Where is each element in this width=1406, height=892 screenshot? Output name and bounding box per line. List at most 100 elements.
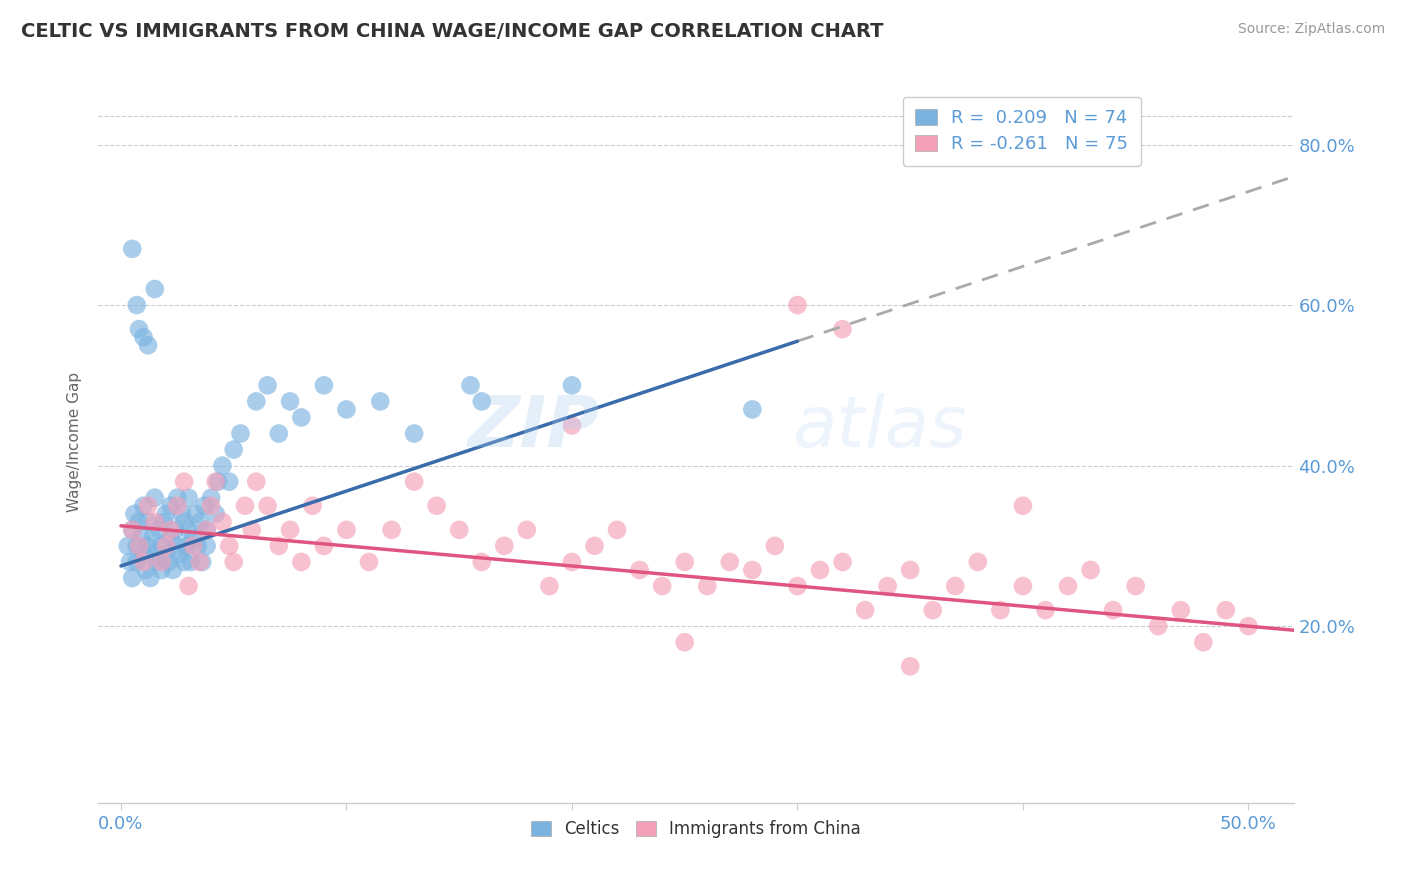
Point	[471, 394, 494, 409]
Point	[132, 499, 155, 513]
Point	[718, 555, 741, 569]
Point	[181, 531, 204, 545]
Point	[136, 338, 159, 352]
Point	[121, 523, 143, 537]
Point	[651, 579, 673, 593]
Point	[173, 555, 195, 569]
Point	[143, 282, 166, 296]
Point	[1012, 579, 1035, 593]
Point	[267, 539, 290, 553]
Point	[211, 515, 233, 529]
Point	[561, 378, 583, 392]
Point	[141, 531, 163, 545]
Point	[118, 555, 141, 569]
Point	[222, 555, 245, 569]
Point	[368, 394, 391, 409]
Point	[159, 523, 181, 537]
Point	[628, 563, 651, 577]
Point	[990, 603, 1012, 617]
Point	[218, 475, 240, 489]
Point	[229, 426, 252, 441]
Point	[135, 563, 157, 577]
Point	[143, 547, 166, 561]
Point	[312, 378, 335, 392]
Point	[786, 298, 808, 312]
Point	[166, 499, 188, 513]
Point	[195, 523, 218, 537]
Point	[1080, 563, 1102, 577]
Point	[335, 402, 357, 417]
Point	[128, 322, 150, 336]
Point	[301, 499, 323, 513]
Text: CELTIC VS IMMIGRANTS FROM CHINA WAGE/INCOME GAP CORRELATION CHART: CELTIC VS IMMIGRANTS FROM CHINA WAGE/INC…	[21, 22, 883, 41]
Point	[1012, 499, 1035, 513]
Point	[898, 659, 921, 673]
Point	[516, 523, 538, 537]
Point	[583, 539, 606, 553]
Point	[876, 579, 898, 593]
Point	[561, 555, 583, 569]
Point	[150, 539, 173, 553]
Point	[290, 410, 312, 425]
Point	[1125, 579, 1147, 593]
Point	[200, 491, 222, 505]
Point	[538, 579, 561, 593]
Point	[195, 539, 218, 553]
Point	[1035, 603, 1057, 617]
Point	[121, 523, 143, 537]
Point	[150, 555, 173, 569]
Point	[139, 571, 162, 585]
Point	[312, 539, 335, 553]
Point	[1170, 603, 1192, 617]
Point	[125, 539, 148, 553]
Point	[1237, 619, 1260, 633]
Point	[125, 555, 148, 569]
Point	[136, 515, 159, 529]
Y-axis label: Wage/Income Gap: Wage/Income Gap	[67, 371, 83, 512]
Point	[673, 635, 696, 649]
Point	[211, 458, 233, 473]
Point	[181, 539, 204, 553]
Point	[195, 523, 218, 537]
Point	[245, 475, 267, 489]
Point	[169, 547, 191, 561]
Point	[357, 555, 380, 569]
Point	[166, 539, 188, 553]
Point	[808, 563, 831, 577]
Point	[1192, 635, 1215, 649]
Point	[561, 418, 583, 433]
Point	[460, 378, 482, 392]
Point	[132, 547, 155, 561]
Text: ZIP: ZIP	[468, 392, 600, 461]
Point	[159, 531, 181, 545]
Point	[1057, 579, 1080, 593]
Point	[128, 515, 150, 529]
Point	[121, 242, 143, 256]
Point	[335, 523, 357, 537]
Point	[200, 499, 222, 513]
Point	[233, 499, 256, 513]
Point	[741, 563, 763, 577]
Point	[921, 603, 943, 617]
Point	[124, 507, 146, 521]
Point	[380, 523, 402, 537]
Point	[173, 475, 195, 489]
Point	[853, 603, 876, 617]
Point	[155, 539, 177, 553]
Point	[159, 499, 181, 513]
Point	[177, 523, 200, 537]
Point	[256, 499, 278, 513]
Point	[180, 555, 202, 569]
Point	[136, 499, 159, 513]
Point	[966, 555, 988, 569]
Point	[176, 539, 198, 553]
Point	[150, 563, 173, 577]
Point	[943, 579, 966, 593]
Point	[187, 539, 209, 553]
Point	[673, 555, 696, 569]
Point	[204, 507, 226, 521]
Point	[696, 579, 718, 593]
Point	[143, 515, 166, 529]
Point	[191, 555, 214, 569]
Point	[1102, 603, 1125, 617]
